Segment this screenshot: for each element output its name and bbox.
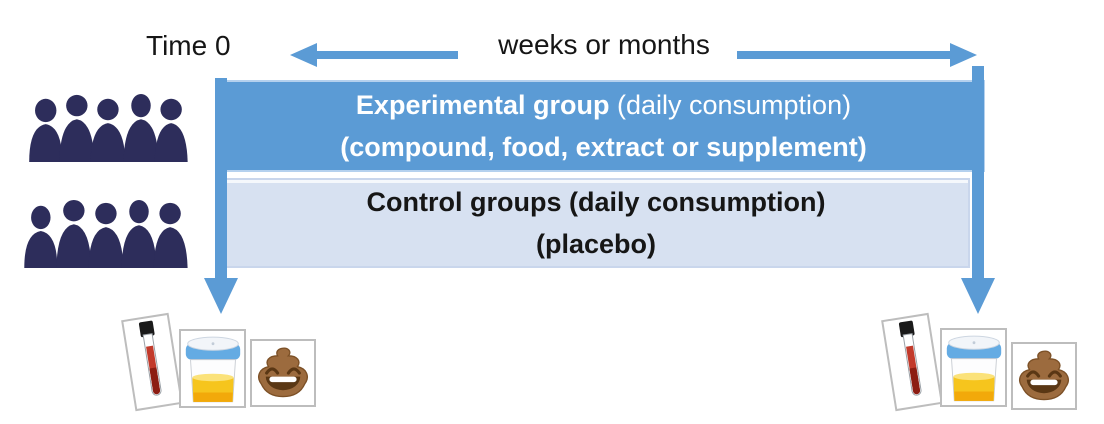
arrow-down-left-icon (204, 78, 238, 314)
experimental-group-box: Experimental group (daily consumption) (… (222, 80, 985, 172)
experimental-group-subtitle: (compound, food, extract or supplement) (340, 132, 867, 162)
study-arms: Experimental group (daily consumption) (… (222, 80, 985, 268)
urine-sample-cup-icon (179, 329, 246, 408)
time-zero-label: Time 0 (146, 30, 231, 61)
arrow-right-icon (737, 43, 977, 67)
blood-test-tube-icon (881, 312, 943, 412)
urine-sample-cup-icon (940, 328, 1007, 407)
control-group-subtitle: (placebo) (535, 229, 656, 259)
blood-test-tube-icon (121, 312, 183, 412)
duration-label: weeks or months (498, 29, 710, 60)
stool-sample-poop-icon (1011, 342, 1077, 410)
control-group-box: Control groups (daily consumption) (plac… (222, 178, 970, 268)
participants-group-icon (29, 93, 188, 162)
arrow-down-right-icon (961, 66, 995, 314)
arrow-left-icon (290, 43, 458, 67)
experimental-group-title: Experimental group (daily consumption) (355, 90, 852, 120)
participants-group-icon (24, 199, 188, 268)
box-divider (222, 172, 985, 178)
stool-sample-poop-icon (250, 339, 316, 407)
control-group-title: Control groups (daily consumption) (366, 187, 826, 217)
